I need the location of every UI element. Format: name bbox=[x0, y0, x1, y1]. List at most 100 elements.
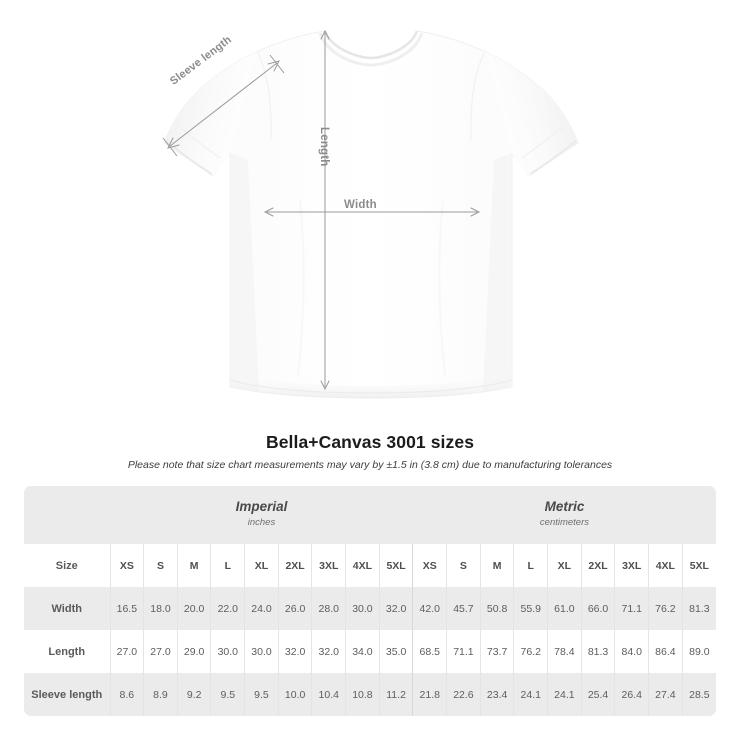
size-column-header: L bbox=[513, 544, 548, 587]
size-column-header: 4XL bbox=[648, 544, 683, 587]
unit-system-name: Imperial bbox=[235, 499, 288, 515]
measurement-cell: 24.1 bbox=[547, 673, 582, 716]
measurement-cell: 50.8 bbox=[479, 587, 514, 630]
size-column-header: 5XL bbox=[378, 544, 413, 587]
measurement-cell: 23.4 bbox=[479, 673, 514, 716]
measurement-cell: 24.1 bbox=[513, 673, 548, 716]
measurement-cell: 11.2 bbox=[378, 673, 413, 716]
size-column-header: M bbox=[479, 544, 514, 587]
width-dimension-line bbox=[263, 207, 481, 217]
unit-system-name: Metric bbox=[544, 499, 585, 515]
sleeve-dimension-line bbox=[162, 54, 285, 157]
size-column-header: M bbox=[176, 544, 211, 587]
measurement-cell: 18.0 bbox=[143, 587, 178, 630]
size-column-header: 2XL bbox=[277, 544, 312, 587]
measurement-cell: 27.4 bbox=[648, 673, 683, 716]
length-dimension-label: Length bbox=[318, 127, 330, 167]
measurement-cell: 30.0 bbox=[210, 630, 245, 673]
measurement-cell: 9.5 bbox=[210, 673, 245, 716]
measurement-cell: 9.2 bbox=[176, 673, 211, 716]
measurement-cell: 71.1 bbox=[614, 587, 649, 630]
size-chart-title: Bella+Canvas 3001 sizes bbox=[265, 432, 475, 452]
unit-header-imperial: Imperial inches bbox=[110, 486, 413, 544]
measurement-cell: 73.7 bbox=[479, 630, 514, 673]
measurement-cell: 35.0 bbox=[378, 630, 413, 673]
measurement-cell: 30.0 bbox=[244, 630, 279, 673]
measurement-cell: 22.0 bbox=[210, 587, 245, 630]
measurement-cell: 8.9 bbox=[143, 673, 178, 716]
measurement-cell: 78.4 bbox=[547, 630, 582, 673]
measurement-cell: 84.0 bbox=[614, 630, 649, 673]
size-column-label: Size bbox=[24, 544, 110, 587]
measurement-cell: 32.0 bbox=[277, 630, 312, 673]
measurement-cell: 32.0 bbox=[311, 630, 346, 673]
measurement-cell: 81.3 bbox=[681, 587, 716, 630]
size-chart-table: Imperial inches Metric centimeters Size XS S M L… bbox=[24, 486, 716, 716]
measurement-cell: 86.4 bbox=[648, 630, 683, 673]
measurement-cell: 27.0 bbox=[109, 630, 144, 673]
size-column-header: 3XL bbox=[311, 544, 346, 587]
measurement-cell: 76.2 bbox=[648, 587, 683, 630]
measurement-cell: 27.0 bbox=[143, 630, 178, 673]
size-column-header: 5XL bbox=[681, 544, 716, 587]
measurement-cell: 76.2 bbox=[513, 630, 548, 673]
size-chart-disclaimer: Please note that size chart measurements… bbox=[127, 459, 613, 471]
measurement-cell: 24.0 bbox=[244, 587, 279, 630]
size-column-header: XL bbox=[547, 544, 582, 587]
measurement-cell: 29.0 bbox=[176, 630, 211, 673]
measurement-cell: 32.0 bbox=[378, 587, 413, 630]
measurement-cell: 10.4 bbox=[311, 673, 346, 716]
table-row: Width 16.5 18.0 20.0 22.0 24.0 26.0 28.0 30.0 32.… bbox=[24, 587, 716, 630]
width-dimension-label: Width bbox=[344, 199, 377, 211]
measurement-cell: 21.8 bbox=[412, 673, 447, 716]
unit-system-subtitle: inches bbox=[247, 517, 276, 529]
size-column-header: XS bbox=[412, 544, 447, 587]
measurement-cell: 26.0 bbox=[277, 587, 312, 630]
measurement-cell: 22.6 bbox=[446, 673, 481, 716]
size-column-header: XL bbox=[244, 544, 279, 587]
measurement-cell: 61.0 bbox=[547, 587, 582, 630]
size-column-header: XS bbox=[109, 544, 144, 587]
measurement-cell: 16.5 bbox=[109, 587, 144, 630]
product-image-panel: Width Length Sleeve length bbox=[162, 29, 579, 399]
unit-system-subtitle: centimeters bbox=[539, 517, 590, 529]
measurement-cell: 71.1 bbox=[446, 630, 481, 673]
size-column-header: S bbox=[143, 544, 178, 587]
measurement-cell: 10.8 bbox=[345, 673, 380, 716]
unit-header-metric: Metric centimeters bbox=[412, 486, 716, 544]
measurement-cell: 10.0 bbox=[277, 673, 312, 716]
tshirt-illustration bbox=[162, 29, 579, 399]
dimension-lines bbox=[162, 29, 481, 391]
size-chart-table-container: Imperial inches Metric centimeters Size XS S M L… bbox=[24, 486, 716, 716]
size-column-header: 2XL bbox=[580, 544, 615, 587]
measurement-cell: 28.0 bbox=[311, 587, 346, 630]
measurement-cell: 81.3 bbox=[580, 630, 615, 673]
measurement-row-label: Sleeve length bbox=[24, 673, 110, 716]
measurement-cell: 66.0 bbox=[580, 587, 615, 630]
measurement-row-label: Width bbox=[24, 587, 110, 630]
unit-system-header-row: Imperial inches Metric centimeters bbox=[24, 486, 716, 544]
measurement-cell: 34.0 bbox=[345, 630, 380, 673]
size-column-header: 4XL bbox=[345, 544, 380, 587]
measurement-cell: 26.4 bbox=[614, 673, 649, 716]
measurement-cell: 89.0 bbox=[681, 630, 716, 673]
measurement-cell: 55.9 bbox=[513, 587, 548, 630]
table-row: Sleeve length 8.6 8.9 9.2 9.5 9.5 10.0 10.4 10.8… bbox=[24, 673, 716, 716]
size-column-header: L bbox=[210, 544, 245, 587]
size-column-header: 3XL bbox=[614, 544, 649, 587]
length-dimension-line bbox=[320, 29, 330, 391]
measurement-cell: 45.7 bbox=[446, 587, 481, 630]
table-row: Length 27.0 27.0 29.0 30.0 30.0 32.0 32.0 34.0 35… bbox=[24, 630, 716, 673]
measurement-row-label: Length bbox=[24, 630, 110, 673]
measurement-cell: 20.0 bbox=[176, 587, 211, 630]
measurement-cell: 9.5 bbox=[244, 673, 279, 716]
measurement-cell: 68.5 bbox=[412, 630, 447, 673]
measurement-cell: 25.4 bbox=[580, 673, 615, 716]
tshirt-body-shape bbox=[163, 30, 579, 399]
size-column-header: S bbox=[446, 544, 481, 587]
measurement-cell: 42.0 bbox=[412, 587, 447, 630]
measurement-cell: 8.6 bbox=[109, 673, 144, 716]
size-header-row: Size XS S M L XL 2XL 3XL 4XL 5XL XS S M L XL 2XL 3XL 4XL 5… bbox=[24, 544, 716, 587]
measurement-cell: 30.0 bbox=[345, 587, 380, 630]
unit-header-spacer bbox=[24, 486, 110, 544]
